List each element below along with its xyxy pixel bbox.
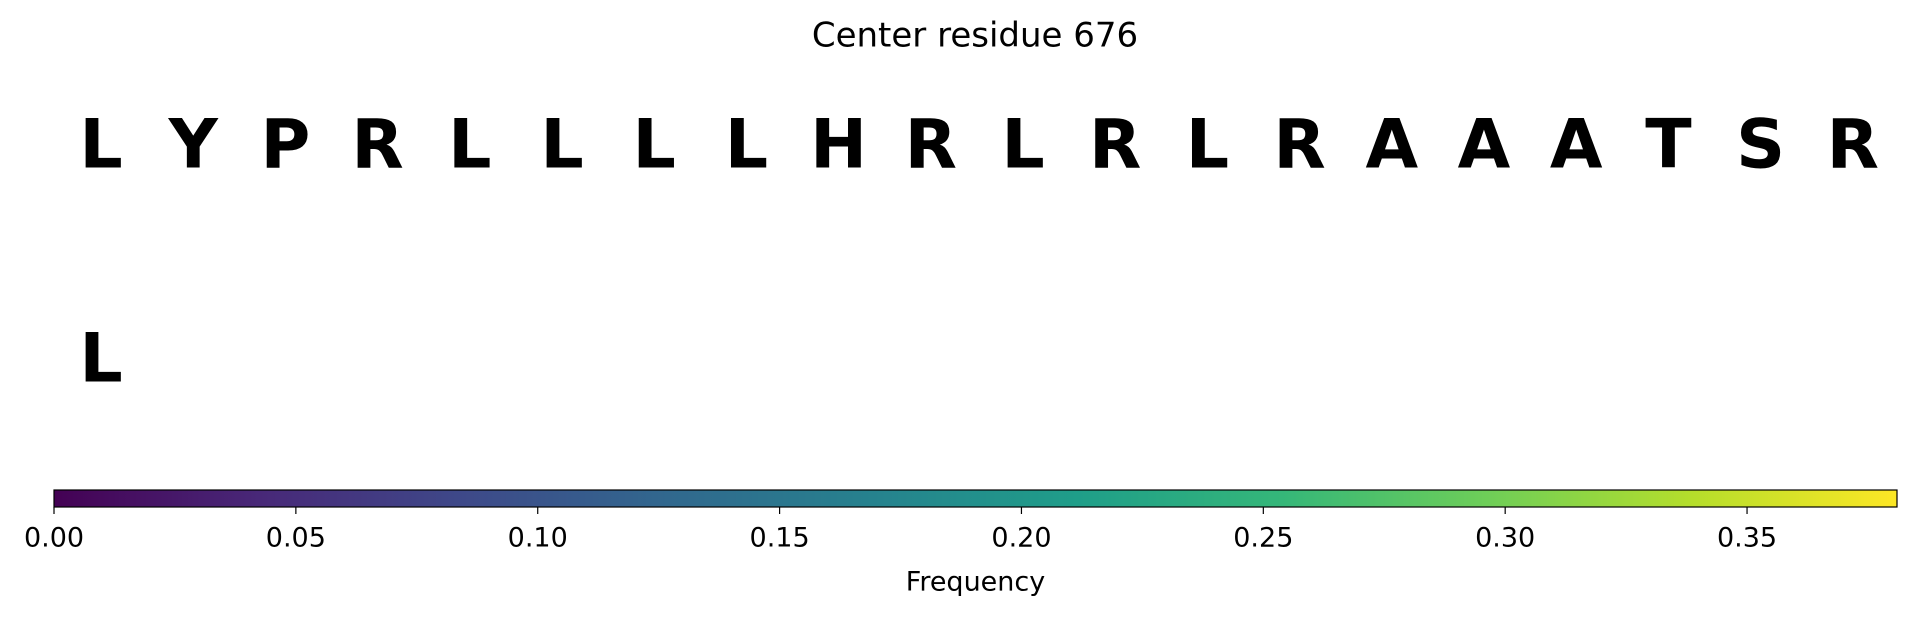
residue-letter: T	[1645, 106, 1692, 185]
tick-label: 0.35	[1717, 523, 1777, 554]
tick-label: 0.15	[750, 523, 810, 554]
residue-letter: A	[1550, 106, 1603, 185]
residue-letter: L	[448, 106, 491, 185]
chart-title: Center residue 676	[812, 16, 1138, 56]
residue-letter: H	[810, 106, 867, 185]
residue-letter: L	[79, 320, 122, 399]
colorbar	[53, 489, 1898, 508]
residue-letter: Y	[168, 106, 219, 185]
tick-label: 0.30	[1475, 523, 1535, 554]
residue-letter: A	[1458, 106, 1511, 185]
tick-label: 0.20	[991, 523, 1051, 554]
residue-letter: R	[1827, 106, 1879, 185]
residue-letter: P	[260, 106, 310, 185]
residue-letter: L	[633, 106, 676, 185]
tick-label: 0.05	[266, 523, 326, 554]
residue-letter: R	[1089, 106, 1141, 185]
tick-label: 0.00	[24, 523, 84, 554]
tick-label: 0.25	[1233, 523, 1293, 554]
tick-label: 0.10	[508, 523, 568, 554]
residue-letter: A	[1365, 106, 1418, 185]
residue-letter: L	[540, 106, 583, 185]
residue-letter: R	[351, 106, 403, 185]
residue-letter: L	[79, 106, 122, 185]
residue-letter: L	[1001, 106, 1044, 185]
residue-letter: L	[725, 106, 768, 185]
residue-letter: L	[1186, 106, 1229, 185]
residue-letter: R	[905, 106, 957, 185]
colorbar-label: Frequency	[906, 567, 1046, 598]
residue-letter: R	[1273, 106, 1325, 185]
residue-letter: S	[1736, 106, 1785, 185]
